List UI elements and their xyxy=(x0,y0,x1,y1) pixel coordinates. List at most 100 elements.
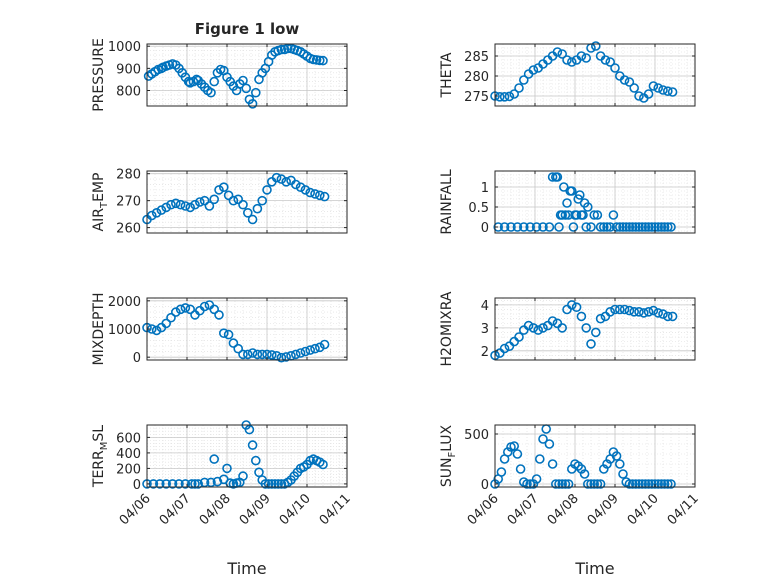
data-point xyxy=(627,479,638,489)
data-point xyxy=(228,195,239,206)
data-point xyxy=(590,327,601,338)
data-point xyxy=(514,332,524,342)
data-point xyxy=(624,222,635,232)
data-point xyxy=(238,471,248,481)
data-point xyxy=(247,440,258,450)
y-tick-label: 1000 xyxy=(108,40,141,55)
data-point xyxy=(595,313,606,324)
data-point xyxy=(550,479,561,489)
axes-box xyxy=(494,297,696,361)
data-point xyxy=(252,203,263,214)
data-point xyxy=(544,222,555,232)
data-point xyxy=(310,343,320,354)
data-point xyxy=(499,343,510,354)
data-point xyxy=(190,479,200,489)
y-axis-label: RAINFALL xyxy=(439,169,455,234)
data-point xyxy=(614,222,625,232)
data-point xyxy=(579,469,590,479)
data-point xyxy=(565,186,576,196)
axes-3: 260 270 280 AIRTEMP xyxy=(91,168,348,237)
data-point xyxy=(243,208,253,218)
data-point xyxy=(518,75,529,85)
y-tick-label: 1 xyxy=(481,181,489,196)
data-point xyxy=(314,55,325,66)
data-point xyxy=(610,304,620,315)
data-point xyxy=(653,222,664,232)
x-tick-label: 04/07 xyxy=(157,491,194,528)
data-point xyxy=(223,329,234,340)
data-point xyxy=(574,190,585,200)
data-point xyxy=(534,454,545,464)
data-point xyxy=(251,455,261,466)
data-point xyxy=(611,451,622,461)
data-point xyxy=(531,222,542,232)
x-tick-label: 04/09 xyxy=(585,491,622,528)
data-point xyxy=(219,182,229,192)
data-point xyxy=(605,306,616,317)
x-tick-label: 04/11 xyxy=(665,491,702,528)
x-tick-label: 04/11 xyxy=(317,491,354,528)
data-point xyxy=(557,49,568,59)
data-point xyxy=(290,349,301,360)
data-point xyxy=(605,222,616,232)
y-tick-label: 500 xyxy=(464,428,489,443)
data-point xyxy=(525,222,536,232)
data-point xyxy=(223,190,234,201)
data-point xyxy=(562,55,572,65)
y-tick-label: 280 xyxy=(116,168,141,183)
data-point xyxy=(310,189,320,199)
data-point xyxy=(151,208,162,218)
data-point xyxy=(608,210,619,220)
data-point xyxy=(190,199,200,210)
data-point xyxy=(193,479,203,489)
data-point xyxy=(637,222,648,232)
x-tick-label: 04/10 xyxy=(625,491,662,528)
data-point xyxy=(318,55,328,66)
y-axis-label: THETA xyxy=(439,52,455,98)
data-point xyxy=(314,190,325,201)
data-point xyxy=(212,476,223,487)
data-point xyxy=(586,339,596,349)
data-point xyxy=(571,210,582,220)
data-point xyxy=(281,352,292,362)
data-point xyxy=(566,300,577,310)
data-point xyxy=(581,53,592,63)
data-point xyxy=(251,87,261,98)
data-point xyxy=(592,479,603,489)
data-point xyxy=(658,85,668,95)
y-tick-label: 600 xyxy=(116,431,141,446)
data-point xyxy=(276,174,287,184)
y-tick-label: 285 xyxy=(464,50,489,65)
data-point xyxy=(538,222,548,232)
data-point xyxy=(630,479,641,489)
y-tick-label: 0 xyxy=(481,221,489,236)
x-tick-label: 04/10 xyxy=(277,491,314,528)
data-point xyxy=(576,51,587,61)
data-point xyxy=(600,55,611,65)
data-point xyxy=(244,424,255,435)
data-point xyxy=(544,439,555,449)
axes-4: 0 0.5 1 RAINFALL xyxy=(439,169,696,236)
data-point xyxy=(667,311,678,322)
axes-box xyxy=(146,43,348,107)
data-point xyxy=(499,92,510,102)
data-point xyxy=(238,349,248,360)
data-point xyxy=(643,222,654,232)
data-point xyxy=(308,54,319,65)
data-point xyxy=(180,479,191,489)
data-point xyxy=(214,310,224,320)
data-point xyxy=(538,434,548,444)
y-tick-label: 0.5 xyxy=(468,201,489,216)
data-point xyxy=(630,222,641,232)
y-tick-label: 3 xyxy=(481,322,489,337)
data-point xyxy=(252,349,263,360)
data-point xyxy=(257,195,268,206)
data-point xyxy=(305,187,316,198)
data-point xyxy=(276,44,287,55)
axes-6: 2 3 4 H2OMIXRA xyxy=(439,291,696,367)
y-tick-label: 800 xyxy=(116,85,141,100)
data-point xyxy=(659,222,670,232)
